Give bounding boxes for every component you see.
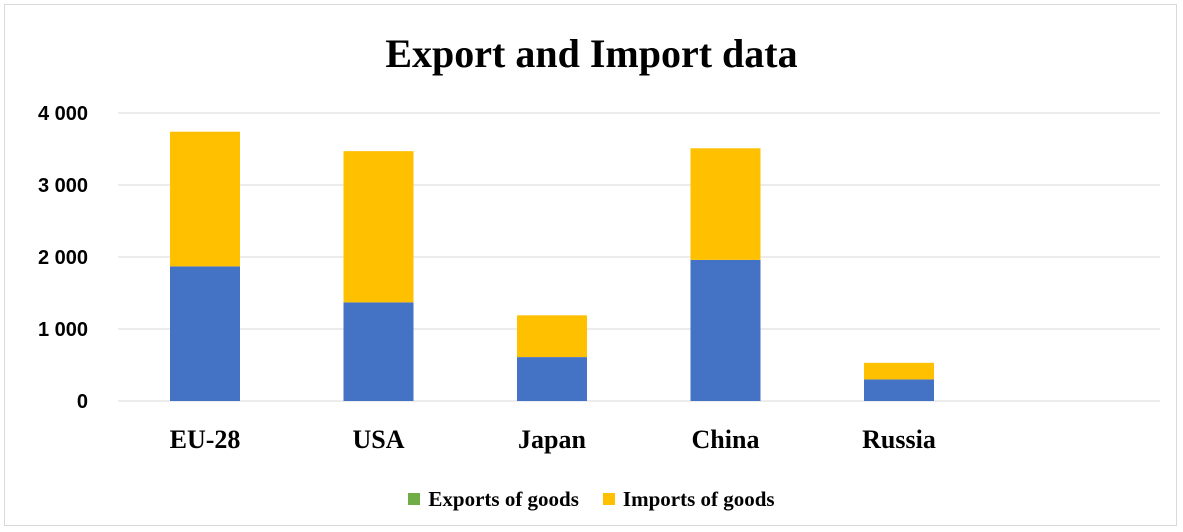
- y-tick-label: 3 000: [38, 175, 88, 197]
- y-tick-label: 4 000: [38, 103, 88, 125]
- chart-legend: Exports of goods Imports of goods: [0, 484, 1183, 514]
- bar-imports-russia[interactable]: [864, 362, 934, 380]
- bar-imports-china[interactable]: [690, 148, 761, 260]
- legend-swatch-exports: [408, 493, 421, 505]
- bar-imports-japan[interactable]: [517, 315, 587, 358]
- x-tick-label: Russia: [862, 425, 936, 454]
- x-tick-label: EU-28: [170, 425, 241, 454]
- y-tick-label: 2 000: [38, 247, 88, 269]
- chart-title: Export and Import data: [385, 31, 798, 76]
- bar-exports-usa[interactable]: [343, 302, 414, 401]
- bar-exports-china[interactable]: [690, 259, 761, 401]
- bar-imports-eu-28[interactable]: [170, 131, 240, 267]
- y-tick-label: 0: [77, 391, 88, 413]
- bar-exports-eu-28[interactable]: [170, 266, 240, 401]
- legend-item-exports[interactable]: Exports of goods: [408, 487, 579, 512]
- x-tick-label: Japan: [518, 425, 586, 454]
- bar-imports-usa[interactable]: [343, 151, 414, 303]
- x-tick-label: USA: [352, 425, 404, 454]
- y-tick-label: 1 000: [38, 319, 88, 341]
- legend-swatch-imports: [602, 493, 615, 505]
- bar-exports-russia[interactable]: [864, 379, 934, 401]
- legend-label-exports: Exports of goods: [428, 486, 579, 511]
- x-tick-label: China: [692, 425, 760, 454]
- bar-exports-japan[interactable]: [517, 357, 587, 401]
- legend-item-imports[interactable]: Imports of goods: [602, 486, 775, 512]
- legend-label-imports: Imports of goods: [622, 486, 775, 511]
